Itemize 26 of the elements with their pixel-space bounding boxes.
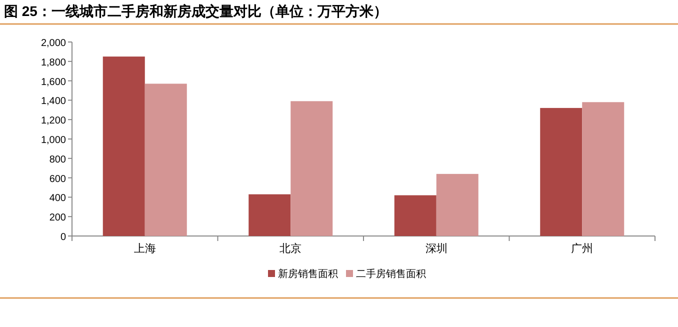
x-tick-label: 广州	[571, 242, 594, 255]
y-tick-label: 200	[49, 212, 66, 224]
y-tick-label: 1,200	[40, 116, 66, 127]
chart-title: 图 25：一线城市二手房和新房成交量对比（单位：万平方米）	[4, 3, 388, 19]
y-tick-label: 600	[49, 174, 66, 185]
y-tick-label: 800	[49, 154, 66, 166]
y-tick-label: 1,400	[40, 96, 66, 108]
bar	[540, 108, 582, 236]
x-tick-label: 深圳	[425, 242, 448, 255]
bar	[248, 194, 291, 236]
y-tick-label: 1,600	[40, 76, 66, 88]
legend-label: 新房销售面积	[278, 268, 338, 280]
y-tick-label: 400	[49, 193, 66, 204]
bar	[102, 56, 145, 236]
legend-label: 二手房销售面积	[356, 268, 426, 280]
y-tick-label: 0	[60, 232, 66, 243]
y-tick-label: 1,800	[40, 57, 66, 68]
y-tick-label: 1,000	[40, 135, 66, 146]
x-tick-label: 北京	[280, 242, 302, 255]
bar	[394, 195, 436, 236]
bar	[582, 102, 624, 236]
bar	[144, 84, 187, 236]
bar	[290, 101, 333, 236]
y-tick-label: 2,000	[40, 38, 66, 49]
x-tick-label: 上海	[134, 242, 156, 255]
bar	[436, 174, 478, 236]
